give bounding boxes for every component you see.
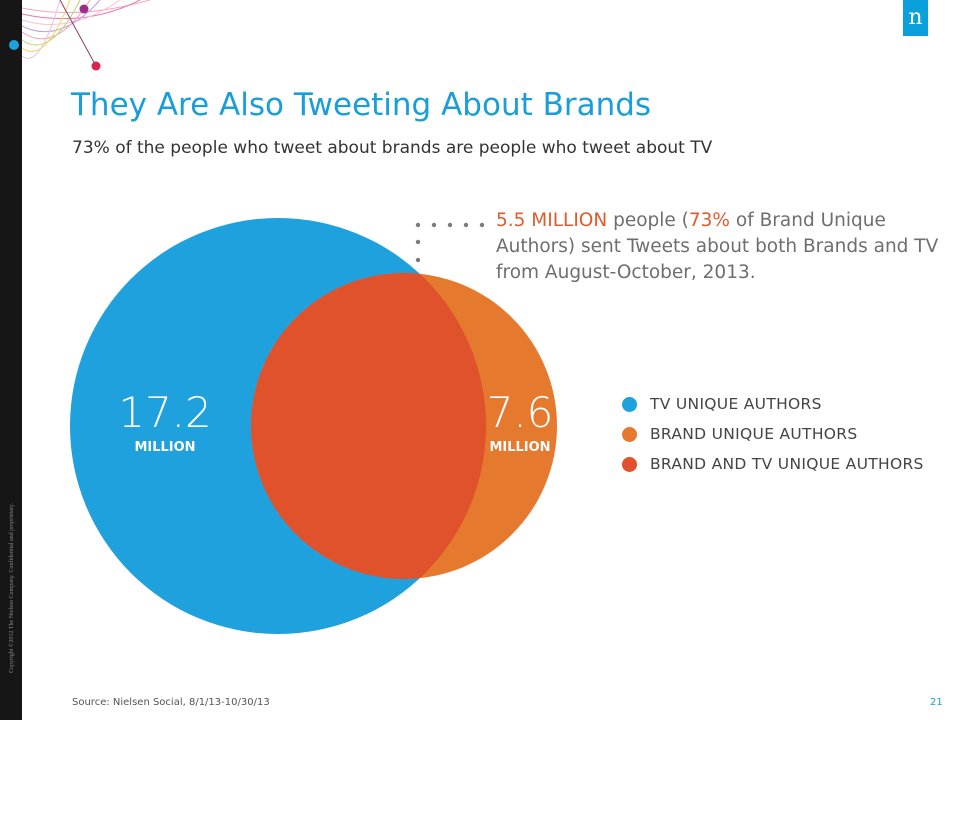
legend-label: TV UNIQUE AUTHORS [650,395,822,413]
callout-text-part: of Brand Unique Authors) sent Tweets abo… [496,210,939,283]
source-note: Source: Nielsen Social, 8/1/13-10/30/13 [72,697,270,708]
brand-value-label: 7.6 [487,388,554,437]
decorative-dot [79,4,89,14]
sidebar-strip: Copyright ©2012 The Nielsen Company. Con… [0,0,22,720]
tv-value-label: 17.2 [118,388,212,437]
slide-subtitle: 73% of the people who tweet about brands… [72,138,713,158]
legend: TV UNIQUE AUTHORS BRAND UNIQUE AUTHORS B… [622,389,924,479]
callout-highlight-percent: 73% [688,210,731,231]
page-number: 21 [930,697,943,708]
tv-unit-label: MILLION [134,440,195,455]
legend-item-brand: BRAND UNIQUE AUTHORS [622,419,924,449]
legend-label: BRAND UNIQUE AUTHORS [650,425,858,443]
legend-item-overlap: BRAND AND TV UNIQUE AUTHORS [622,449,924,479]
decorative-dot [91,61,101,71]
overlap-callout: 5.5 MILLION people (73% of Brand Unique … [496,208,946,286]
nielsen-logo: n [903,0,928,36]
callout-dotted-connector [415,222,485,263]
callout-text-part: people ( [607,210,689,231]
venn-diagram: 17.2 MILLION 7.6 MILLION [70,218,557,634]
callout-highlight-count: 5.5 MILLION [496,210,608,231]
legend-label: BRAND AND TV UNIQUE AUTHORS [650,455,924,473]
slide-title: They Are Also Tweeting About Brands [71,87,652,123]
decorative-dot [9,40,19,50]
legend-swatch-brand [622,426,637,442]
legend-item-tv: TV UNIQUE AUTHORS [622,389,924,419]
decorative-lines-graphic [9,0,151,71]
brand-unit-label: MILLION [489,440,550,455]
legend-swatch-overlap [622,456,637,472]
legend-swatch-tv [622,396,637,412]
